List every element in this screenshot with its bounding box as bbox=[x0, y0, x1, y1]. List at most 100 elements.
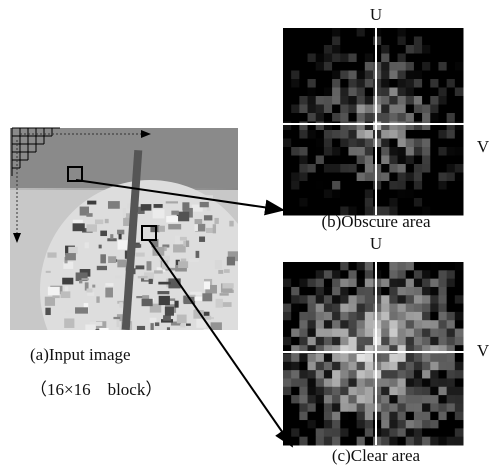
spectrum-cell bbox=[332, 337, 341, 346]
spectrum-cell bbox=[414, 370, 423, 379]
spectrum-cell bbox=[308, 181, 317, 190]
spectrum-cell bbox=[324, 262, 333, 271]
spectrum-cell bbox=[340, 96, 349, 105]
spectrum-cell bbox=[324, 79, 333, 88]
texture-patch bbox=[216, 299, 223, 308]
spectrum-cell bbox=[438, 337, 447, 346]
spectrum-cell bbox=[406, 412, 415, 421]
spectrum-cell bbox=[389, 71, 398, 80]
spectrum-cell bbox=[365, 105, 374, 114]
spectrum-cell bbox=[381, 181, 390, 190]
spectrum-cell bbox=[398, 304, 407, 313]
spectrum-cell bbox=[316, 262, 325, 271]
spectrum-cell bbox=[398, 130, 407, 139]
spectrum-cell bbox=[455, 54, 464, 63]
spectrum-cell bbox=[357, 113, 366, 122]
spectrum-cell bbox=[283, 354, 292, 363]
spectrum-cell bbox=[398, 190, 407, 199]
spectrum-cell bbox=[324, 88, 333, 97]
spectrum-cell bbox=[340, 113, 349, 122]
spectrum-cell bbox=[348, 45, 357, 54]
spectrum-cell bbox=[316, 270, 325, 279]
spectrum-cell bbox=[447, 207, 456, 216]
spectrum-cell bbox=[332, 79, 341, 88]
spectrum-cell bbox=[283, 62, 292, 71]
spectrum-cell bbox=[422, 370, 431, 379]
spectrum-cell bbox=[414, 304, 423, 313]
spectrum-cell bbox=[332, 295, 341, 304]
spectrum-cell bbox=[398, 181, 407, 190]
block-note: （16×16 block） bbox=[30, 380, 162, 399]
spectrum-cell bbox=[291, 113, 300, 122]
spectrum-cell bbox=[398, 37, 407, 46]
spectrum-cell bbox=[357, 45, 366, 54]
spectrum-cell bbox=[365, 312, 374, 321]
spectrum-cell bbox=[365, 412, 374, 421]
spectrum-cell bbox=[455, 370, 464, 379]
spectrum-cell bbox=[357, 96, 366, 105]
spectrum-cell bbox=[308, 362, 317, 371]
spectrum-cell bbox=[332, 320, 341, 329]
spectrum-cell bbox=[348, 354, 357, 363]
spectrum-cell bbox=[455, 403, 464, 412]
spectrum-cell bbox=[389, 262, 398, 271]
spectrum-cell bbox=[299, 62, 308, 71]
spectrum-cell bbox=[447, 164, 456, 173]
spectrum-cell bbox=[332, 88, 341, 97]
spectrum-cell bbox=[316, 395, 325, 404]
spectrum-cell bbox=[316, 164, 325, 173]
spectrum-cell bbox=[414, 412, 423, 421]
spectrum-cell bbox=[324, 54, 333, 63]
spectrum-cell bbox=[308, 79, 317, 88]
spectrum-cell bbox=[365, 181, 374, 190]
spectrum-cell bbox=[373, 287, 382, 296]
spectrum-cell bbox=[291, 320, 300, 329]
spectrum-cell bbox=[324, 354, 333, 363]
spectrum-cell bbox=[373, 156, 382, 165]
spectrum-cell bbox=[291, 96, 300, 105]
texture-patch bbox=[92, 285, 95, 288]
spectrum-cell bbox=[340, 139, 349, 148]
spectrum-cell bbox=[398, 412, 407, 421]
caption: (c)Clear area bbox=[332, 446, 421, 465]
spectrum-cell bbox=[291, 370, 300, 379]
spectrum-cell bbox=[406, 370, 415, 379]
spectrum-cell bbox=[455, 88, 464, 97]
texture-patch bbox=[75, 307, 88, 313]
spectrum-cell bbox=[291, 279, 300, 288]
spectrum-cell bbox=[348, 28, 357, 37]
spectrum-cell bbox=[308, 62, 317, 71]
spectrum-cell bbox=[365, 428, 374, 437]
spectrum-cell bbox=[455, 262, 464, 271]
spectrum-cell bbox=[438, 130, 447, 139]
spectrum-cell bbox=[447, 113, 456, 122]
spectrum-cell bbox=[348, 54, 357, 63]
spectrum-cell bbox=[438, 198, 447, 207]
spectrum-cell bbox=[332, 62, 341, 71]
spectrum-cell bbox=[389, 312, 398, 321]
spectrum-cell bbox=[340, 62, 349, 71]
spectrum-cell bbox=[438, 362, 447, 371]
spectrum-cell bbox=[406, 420, 415, 429]
spectrum-cell bbox=[283, 320, 292, 329]
spectrum-cell bbox=[422, 122, 431, 131]
spectrum-cell bbox=[357, 262, 366, 271]
spectrum-cell bbox=[455, 62, 464, 71]
spectrum-cell bbox=[406, 156, 415, 165]
spectrum-cell bbox=[348, 412, 357, 421]
spectrum-cell bbox=[455, 45, 464, 54]
spectrum-cell bbox=[455, 190, 464, 199]
spectrum-cell bbox=[381, 147, 390, 156]
spectrum-cell bbox=[365, 79, 374, 88]
spectrum-cell bbox=[348, 113, 357, 122]
spectrum-cell bbox=[389, 28, 398, 37]
spectrum-cell bbox=[357, 378, 366, 387]
spectrum-cell bbox=[348, 198, 357, 207]
spectrum-cell bbox=[340, 312, 349, 321]
spectrum-cell bbox=[332, 156, 341, 165]
spectrum-cell bbox=[299, 198, 308, 207]
spectrum-cell bbox=[308, 270, 317, 279]
spectrum-cell bbox=[299, 403, 308, 412]
spectrum-cell bbox=[332, 403, 341, 412]
spectrum-cell bbox=[332, 420, 341, 429]
